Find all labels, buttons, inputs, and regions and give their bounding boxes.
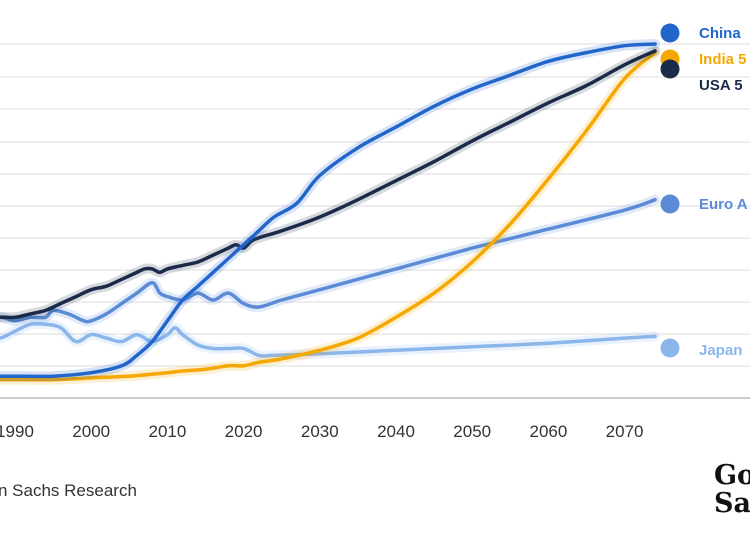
x-tick-label: 1990 [0, 422, 34, 441]
goldman-sachs-logo: Go Sa [714, 462, 750, 518]
series-lines [0, 39, 661, 385]
x-tick-label: 2030 [301, 422, 339, 441]
india-line [0, 50, 657, 382]
x-tick-label: 2040 [377, 422, 415, 441]
logo-line-1: Go [714, 460, 750, 491]
source-note: n Sachs Research [0, 481, 137, 500]
x-tick-label: 2000 [72, 422, 110, 441]
euro-area-series-label: Euro A [699, 196, 748, 213]
x-tick-label: 2060 [529, 422, 567, 441]
x-tick-label: 2070 [606, 422, 644, 441]
japan-line [0, 321, 657, 358]
euro-area-end-marker [660, 194, 680, 214]
x-tick-label: 2050 [453, 422, 491, 441]
usa-line-glow [0, 45, 661, 323]
japan-series-label: Japan [699, 342, 742, 359]
x-tick-label: 2020 [225, 422, 263, 441]
logo-line-2: Sa [714, 488, 750, 519]
china-series-label: China [699, 25, 741, 42]
usa-line [0, 49, 657, 320]
japan-end-marker [660, 338, 680, 358]
india-series-label: India 5 [699, 51, 747, 68]
x-tick-label: 2010 [148, 422, 186, 441]
china-line [0, 42, 657, 379]
usa-end-marker [660, 59, 680, 79]
usa-series-label: USA 5 [699, 77, 743, 94]
series-end-markers: China India 5 USA 5 Euro A Japan [660, 23, 748, 359]
x-axis-ticks: 1990 2000 2010 2020 2030 2040 2050 2060 2070 [0, 422, 644, 441]
euro-area-line [0, 197, 657, 324]
china-end-marker [660, 23, 680, 43]
